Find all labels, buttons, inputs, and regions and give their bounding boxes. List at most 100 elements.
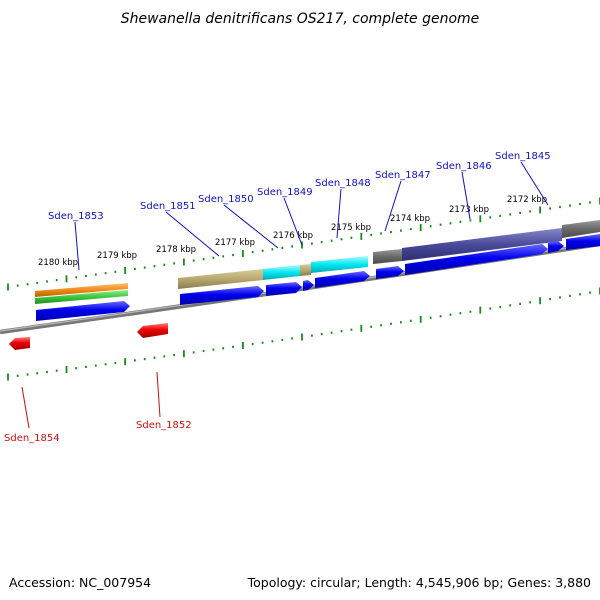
lower-scale-tick [153, 356, 156, 359]
upper-scale-tick [173, 262, 175, 265]
upper-scale-tick [311, 242, 313, 245]
upper-scale-tick [320, 241, 323, 244]
upper-scale-tick [251, 251, 254, 254]
upper-scale-tick [85, 274, 87, 278]
gene-arrow-sden-1853[interactable] [36, 301, 130, 321]
gene-arrow-sden-1845[interactable] [548, 241, 564, 253]
gene-label[interactable]: Sden_1851 [140, 201, 196, 212]
lower-scale-tick [261, 341, 264, 344]
upper-scale-tick [559, 205, 561, 209]
kbp-label: 2172 kbp [507, 195, 547, 205]
lower-scale-tick [439, 315, 442, 318]
lower-scale-tick [449, 313, 452, 316]
upper-scale-tick [509, 213, 512, 216]
lower-scale-tick [242, 342, 244, 349]
leader-line [283, 197, 303, 246]
gene-label[interactable]: Sden_1852 [136, 420, 192, 431]
lower-scale-tick [311, 334, 313, 337]
upper-scale-tick [124, 266, 126, 274]
gene-label[interactable]: Sden_1848 [315, 178, 371, 189]
upper-scale-tick [469, 219, 472, 222]
lower-scale-tick [55, 369, 58, 372]
kbp-labels: 2180 kbp 2179 kbp 2178 kbp 2177 kbp 2176… [38, 195, 547, 268]
gene-arrow-sden-1852[interactable] [137, 323, 168, 338]
gray-feature-bar-1845 [562, 220, 600, 238]
lower-scale-tick [65, 366, 68, 373]
upper-scale-tick [529, 210, 531, 213]
kbp-label: 2178 kbp [156, 245, 196, 255]
lower-scale-tick [173, 354, 175, 357]
gene-label[interactable]: Sden_1850 [198, 194, 254, 205]
upper-scale-tick [350, 236, 353, 239]
upper-scale-tick [549, 207, 551, 210]
upper-scale-tick [579, 202, 581, 206]
map-title: Shewanella denitrificans OS217, complete… [121, 11, 480, 27]
accession-text: Accession: NC_007954 [9, 575, 151, 590]
upper-scale-tick [46, 280, 48, 283]
upper-scale-tick [519, 211, 521, 214]
lower-scale-tick [419, 315, 422, 323]
upper-scale-tick [232, 253, 234, 257]
kbp-label: 2173 kbp [449, 205, 489, 215]
gene-label[interactable]: Sden_1846 [436, 161, 492, 172]
leader-line [156, 371, 161, 418]
upper-scale-tick [65, 275, 68, 283]
upper-scale-tick [242, 250, 244, 258]
lower-scale-tick [202, 349, 205, 353]
upper-scale-tick [360, 232, 363, 240]
lower-scale-tick [232, 345, 234, 348]
kbp-label: 2179 kbp [97, 251, 137, 261]
upper-scale-tick [409, 228, 412, 231]
kbp-label: 2174 kbp [390, 214, 430, 224]
upper-scale-tick [153, 265, 156, 268]
lower-scale-tick [400, 321, 402, 324]
upper-scale-tick [449, 222, 452, 225]
upper-scale-tick [104, 272, 107, 275]
lower-scale-tick [519, 302, 521, 305]
gene-arrow-sden-1849[interactable] [303, 280, 314, 291]
gene-label[interactable]: Sden_1854 [4, 433, 60, 444]
leader-line [165, 211, 220, 257]
gene-label[interactable]: Sden_1847 [375, 170, 431, 181]
gene-label[interactable]: Sden_1845 [495, 151, 551, 162]
topology-text: Topology: circular; Length: 4,545,906 bp… [247, 575, 591, 590]
gene-arrow-next[interactable] [566, 234, 600, 250]
upper-scale-tick [55, 279, 58, 282]
gene-label[interactable]: Sden_1849 [257, 187, 313, 198]
lower-scale-tick [16, 374, 19, 377]
upper-scale-tick [212, 256, 215, 259]
reverse-strand-genes [9, 323, 168, 350]
upper-scale-tick [222, 255, 225, 258]
upper-scale-tick [499, 214, 502, 217]
lower-scale-tick [183, 350, 185, 358]
gene-arrow-sden-1851[interactable] [180, 286, 264, 305]
lower-scale-tick [360, 324, 363, 332]
upper-scale-tick [539, 206, 541, 214]
gene-arrow-sden-1848[interactable] [315, 271, 370, 288]
lower-scale-tick [409, 319, 412, 322]
upper-scale-tick [370, 233, 373, 236]
lower-scale-tick [124, 358, 126, 366]
gene-label[interactable]: Sden_1853 [48, 211, 104, 222]
lower-scale-tick [36, 372, 39, 375]
lower-scale-tick [569, 294, 571, 297]
lower-scale-tick [370, 325, 373, 328]
upper-scale-tick [16, 284, 19, 287]
upper-scale-tick [281, 246, 284, 249]
upper-scale-tick [429, 225, 432, 228]
gene-arrow-sden-1854[interactable] [9, 337, 30, 350]
kbp-label: 2177 kbp [215, 238, 255, 248]
lower-scale-tick [94, 364, 97, 367]
kbp-label: 2175 kbp [331, 223, 371, 233]
green-feature-bar [35, 290, 128, 304]
lower-scale-tick [7, 373, 9, 381]
leader-line [520, 161, 549, 206]
gene-arrow-sden-1846[interactable] [405, 244, 548, 275]
lower-scale-tick [330, 331, 333, 334]
upper-scale-tick [340, 238, 343, 241]
upper-scale-tick [330, 239, 333, 242]
forward-label-leaders [74, 161, 549, 271]
gene-arrow-sden-1847[interactable] [376, 266, 404, 279]
leader-line [223, 204, 279, 249]
gene-arrow-sden-1850[interactable] [266, 282, 302, 296]
